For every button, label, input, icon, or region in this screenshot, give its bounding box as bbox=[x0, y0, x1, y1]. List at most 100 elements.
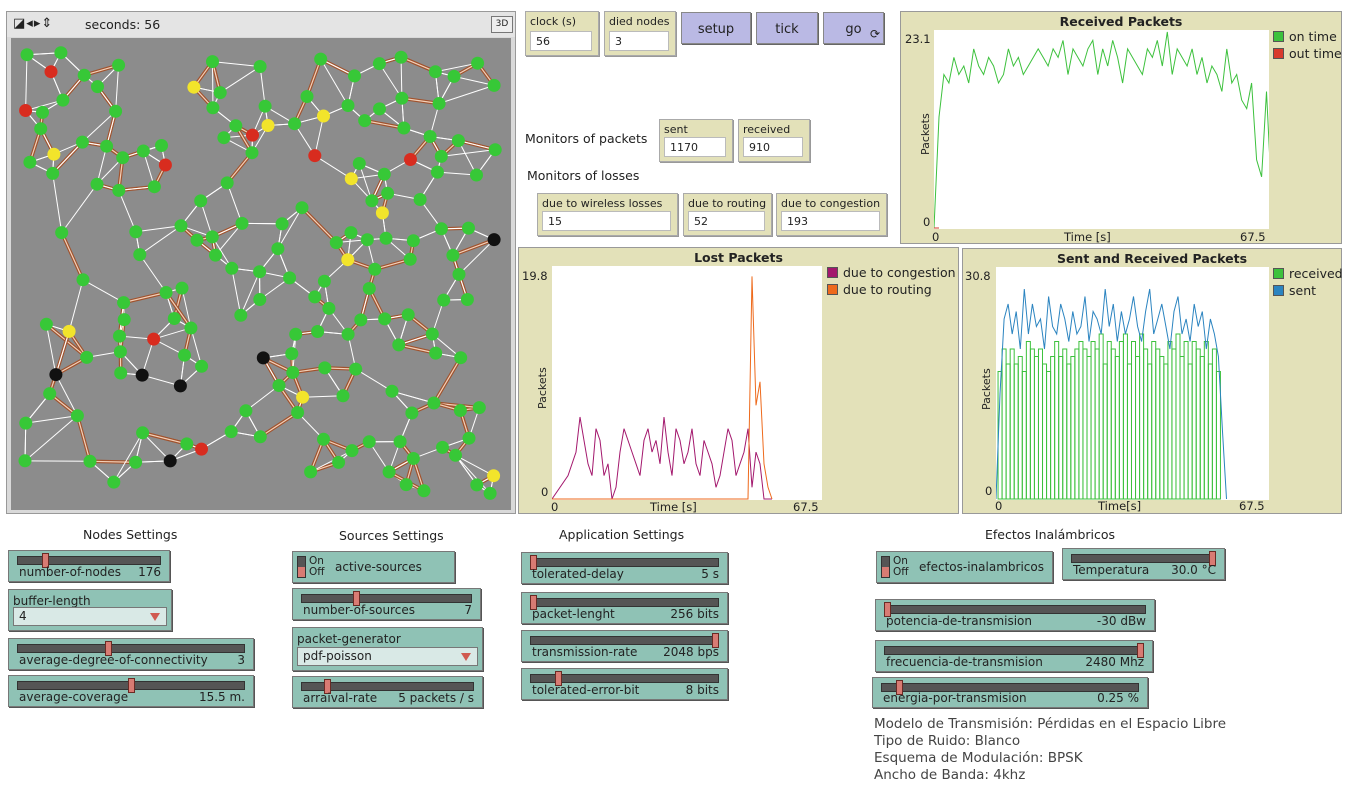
switch-knob[interactable] bbox=[882, 567, 889, 577]
sensor-node[interactable] bbox=[245, 146, 259, 160]
sensor-node[interactable] bbox=[209, 248, 222, 262]
sensor-node[interactable] bbox=[289, 327, 303, 341]
dead-node[interactable] bbox=[135, 368, 149, 382]
sensor-node[interactable] bbox=[432, 97, 446, 110]
sensor-node[interactable] bbox=[348, 69, 361, 83]
3d-view-button[interactable]: 3D bbox=[491, 16, 513, 33]
sensor-node[interactable] bbox=[430, 165, 444, 179]
sensor-node[interactable] bbox=[472, 401, 486, 415]
average-coverage-slider[interactable]: average-coverage 15.5 m. bbox=[8, 675, 254, 707]
sensor-node[interactable] bbox=[434, 222, 448, 236]
sensor-node[interactable] bbox=[462, 221, 475, 235]
sensor-node[interactable] bbox=[206, 101, 220, 115]
source-node[interactable] bbox=[47, 147, 61, 161]
sensor-node[interactable] bbox=[378, 312, 392, 326]
slider-track[interactable] bbox=[530, 674, 719, 683]
packet-generator-chooser[interactable]: packet-generator pdf-poisson bbox=[292, 627, 483, 671]
source-node[interactable] bbox=[296, 390, 310, 404]
sensor-node[interactable] bbox=[133, 248, 147, 262]
sensor-node[interactable] bbox=[318, 361, 332, 375]
sensor-node[interactable] bbox=[113, 345, 127, 359]
tolerated-delay-slider[interactable]: tolerated-delay 5 s bbox=[521, 552, 728, 584]
view-controls[interactable]: ◪◂▸⇕ bbox=[13, 16, 53, 32]
sensor-node[interactable] bbox=[406, 234, 420, 248]
sensor-node[interactable] bbox=[308, 290, 322, 304]
slider-track[interactable] bbox=[301, 682, 474, 691]
sensor-node[interactable] bbox=[195, 359, 209, 373]
sensor-node[interactable] bbox=[487, 78, 501, 92]
sensor-node[interactable] bbox=[423, 130, 437, 143]
energia-por-transmision-slider[interactable]: energia-por-transmision 0.25 % bbox=[872, 677, 1148, 708]
congested-node[interactable] bbox=[308, 149, 322, 163]
sensor-node[interactable] bbox=[91, 80, 104, 94]
sensor-node[interactable] bbox=[394, 50, 408, 64]
sensor-node[interactable] bbox=[117, 313, 131, 327]
source-node[interactable] bbox=[487, 469, 501, 483]
slider-knob[interactable] bbox=[530, 595, 537, 610]
number-of-nodes-slider[interactable]: number-of-nodes 176 bbox=[8, 550, 170, 582]
sensor-node[interactable] bbox=[39, 317, 53, 331]
sensor-node[interactable] bbox=[392, 338, 406, 352]
congested-node[interactable] bbox=[195, 442, 208, 456]
sensor-node[interactable] bbox=[75, 135, 89, 149]
sensor-node[interactable] bbox=[291, 406, 305, 419]
slider-track[interactable] bbox=[301, 594, 472, 603]
sensor-node[interactable] bbox=[175, 281, 189, 295]
source-node[interactable] bbox=[261, 119, 275, 132]
dropdown-arrow-icon[interactable] bbox=[461, 653, 471, 661]
temperatura-slider[interactable]: Temperatura 30.0 °C bbox=[1062, 548, 1225, 580]
sensor-node[interactable] bbox=[470, 168, 483, 182]
sensor-node[interactable] bbox=[393, 435, 407, 449]
sensor-node[interactable] bbox=[405, 406, 419, 420]
sensor-node[interactable] bbox=[117, 296, 131, 310]
received-packets-plot[interactable]: Received Packets 23.1 0 0 67.5 Time [s] … bbox=[900, 11, 1342, 244]
sensor-node[interactable] bbox=[18, 454, 32, 468]
sensor-node[interactable] bbox=[341, 327, 355, 341]
sensor-node[interactable] bbox=[362, 282, 376, 295]
tick-button[interactable]: tick bbox=[756, 12, 818, 44]
sensor-node[interactable] bbox=[300, 90, 314, 103]
slider-track[interactable] bbox=[17, 556, 161, 565]
slider-track[interactable] bbox=[884, 605, 1146, 614]
sensor-node[interactable] bbox=[344, 226, 358, 240]
sensor-node[interactable] bbox=[354, 313, 368, 327]
sensor-node[interactable] bbox=[317, 274, 331, 288]
sensor-node[interactable] bbox=[205, 230, 219, 244]
sensor-node[interactable] bbox=[437, 293, 451, 307]
slider-track[interactable] bbox=[884, 646, 1144, 655]
dead-node[interactable] bbox=[487, 233, 501, 247]
sensor-node[interactable] bbox=[112, 183, 126, 197]
sensor-node[interactable] bbox=[112, 58, 126, 72]
dead-node[interactable] bbox=[49, 368, 63, 382]
sensor-node[interactable] bbox=[229, 119, 243, 133]
sensor-node[interactable] bbox=[253, 265, 267, 279]
sensor-node[interactable] bbox=[224, 425, 238, 439]
sensor-node[interactable] bbox=[167, 312, 181, 325]
sensor-node[interactable] bbox=[381, 186, 395, 200]
sensor-node[interactable] bbox=[449, 448, 462, 462]
sensor-node[interactable] bbox=[217, 131, 231, 145]
congested-node[interactable] bbox=[246, 128, 259, 142]
sensor-node[interactable] bbox=[113, 329, 126, 343]
chooser-value-box[interactable]: 4 bbox=[13, 607, 167, 626]
switch-toggle[interactable] bbox=[881, 556, 890, 578]
sensor-node[interactable] bbox=[368, 262, 382, 276]
congested-node[interactable] bbox=[158, 158, 172, 172]
sensor-node[interactable] bbox=[314, 52, 328, 66]
sensor-node[interactable] bbox=[288, 117, 302, 131]
slider-knob[interactable] bbox=[555, 671, 563, 686]
source-node[interactable] bbox=[317, 109, 330, 123]
sensor-node[interactable] bbox=[362, 435, 376, 449]
sensor-node[interactable] bbox=[174, 219, 188, 233]
slider-knob[interactable] bbox=[324, 679, 332, 694]
sensor-node[interactable] bbox=[453, 404, 467, 417]
sensor-node[interactable] bbox=[20, 48, 34, 62]
slider-knob[interactable] bbox=[530, 555, 537, 570]
sensor-node[interactable] bbox=[488, 143, 502, 157]
sent-received-plot[interactable]: Sent and Received Packets 30.8 0 0 67.5 … bbox=[962, 248, 1343, 514]
sensor-node[interactable] bbox=[483, 486, 497, 500]
sensor-node[interactable] bbox=[159, 286, 173, 299]
sensor-node[interactable] bbox=[373, 102, 386, 116]
sensor-node[interactable] bbox=[429, 346, 443, 360]
sensor-node[interactable] bbox=[46, 166, 60, 180]
